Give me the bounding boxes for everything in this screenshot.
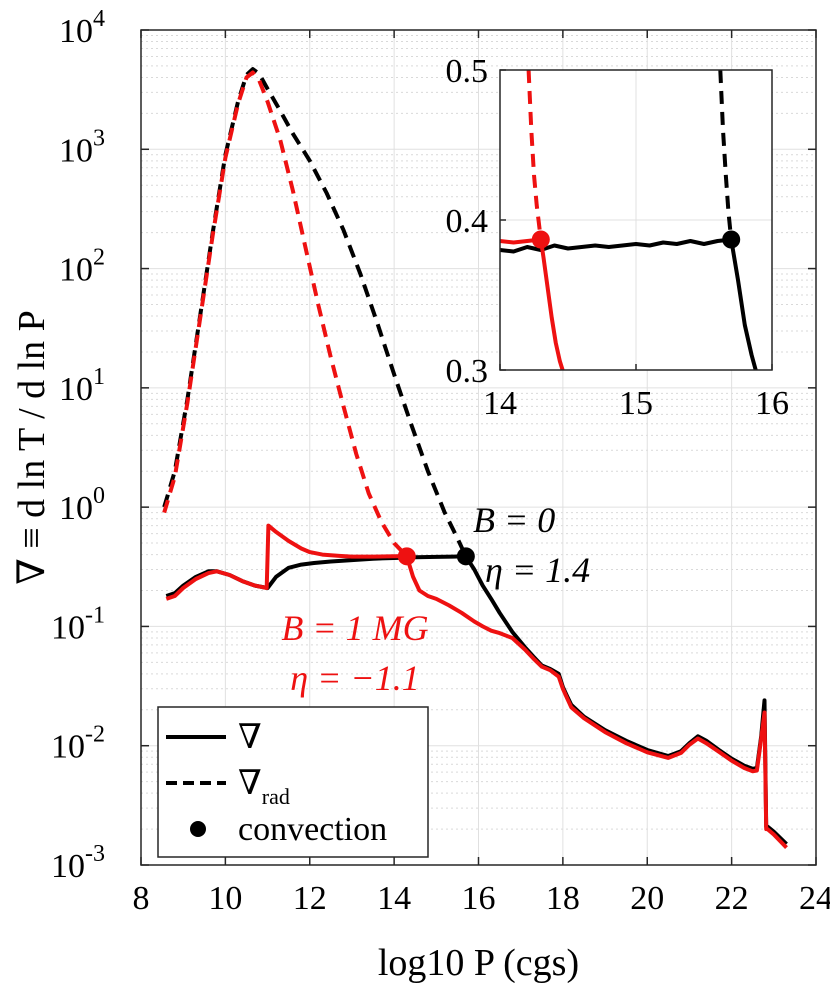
- x-tick-label: 20: [630, 880, 664, 917]
- radiative-gradient-line: [162, 67, 468, 558]
- y-tick-label: 10-3: [51, 841, 105, 885]
- y-tick-exponent: -1: [85, 602, 105, 628]
- main-series: [162, 67, 788, 849]
- annotation-text: η = −1.1: [290, 658, 419, 698]
- annotation-text: η = 1.4: [485, 550, 590, 590]
- y-tick-label: 100: [59, 483, 105, 527]
- y-tick-exponent: 3: [93, 125, 105, 151]
- x-tick-label: 14: [377, 880, 411, 917]
- y-tick-label: 10-1: [51, 602, 105, 646]
- inset-convection-point: [722, 230, 741, 249]
- y-tick-exponent: -2: [85, 722, 105, 748]
- x-tick-label: 24: [799, 880, 830, 917]
- legend-label-subscript: rad: [262, 784, 290, 809]
- inset-y-tick-label: 0.3: [446, 353, 489, 390]
- x-tick-label: 10: [208, 880, 242, 917]
- annotation-text: B = 0: [473, 500, 555, 540]
- legend-label: ∇: [238, 719, 262, 756]
- y-tick-exponent: 4: [93, 6, 105, 32]
- y-axis-label: ∇ ≡ d ln T / d ln P: [11, 310, 53, 585]
- inset-line: [499, 237, 565, 371]
- x-tick-label: 8: [133, 880, 150, 917]
- legend-label: convection: [238, 811, 387, 848]
- y-tick-label: 104: [59, 6, 105, 50]
- inset-x-tick-label: 14: [483, 385, 517, 422]
- convection-point: [456, 547, 475, 566]
- x-tick-label: 18: [546, 880, 580, 917]
- inset-line: [718, 69, 734, 240]
- legend-marker: [190, 821, 206, 837]
- gradient-line: [165, 523, 788, 849]
- y-tick-label: 103: [59, 125, 105, 169]
- inset-x-tick-label: 16: [755, 385, 789, 422]
- annotations: B = 0 η = 1.4 B = 1 MG η = −1.1: [281, 500, 590, 698]
- inset-y-tick-label: 0.4: [446, 203, 489, 240]
- x-axis-label: log10 P (cgs): [378, 942, 579, 984]
- x-tick-label: 22: [715, 880, 749, 917]
- x-tick-label: 12: [293, 880, 327, 917]
- inset-x-tick-label: 15: [619, 385, 653, 422]
- y-tick-exponent: 0: [93, 483, 105, 509]
- inset-convection-point: [531, 230, 550, 249]
- y-tick-label: 101: [59, 364, 105, 408]
- inset-line: [499, 237, 758, 371]
- y-tick-exponent: -3: [85, 841, 105, 867]
- y-tick-label: 102: [59, 245, 105, 289]
- radiative-gradient-line: [162, 70, 409, 558]
- y-tick-label: 10-2: [51, 722, 105, 766]
- x-tick-label: 16: [462, 880, 496, 917]
- y-tick-exponent: 1: [93, 364, 105, 390]
- convection-point: [397, 547, 416, 566]
- inset-line: [526, 69, 543, 240]
- annotation-text: B = 1 MG: [281, 608, 428, 648]
- inset-plot: 14 15 16 0.3 0.4 0.5: [446, 53, 790, 422]
- y-tick-exponent: 2: [93, 245, 105, 271]
- inset-y-tick-label: 0.5: [446, 53, 489, 90]
